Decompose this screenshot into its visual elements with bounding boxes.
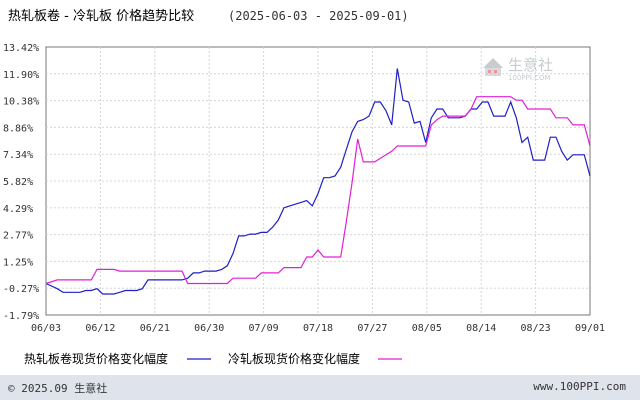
x-tick-label: 07/18 [303,323,333,334]
x-tick-label: 06/03 [31,323,61,334]
watermark-text: 生意社 [508,56,553,74]
chart-date-range: (2025-06-03 - 2025-09-01) [228,9,409,23]
y-axis: 13.42% 11.90% 10.38% 8.86% 7.34% 5.82% 4.29% 2.… [3,43,39,322]
watermark-logo: 生意社 100PPI.COM [483,56,553,82]
y-tick-label: -0.27% [3,284,39,295]
y-tick-label: 10.38% [3,97,39,108]
footer-bar: © 2025.09 生意社 www.100PPI.com [0,375,640,400]
x-tick-label: 08/23 [521,323,551,334]
x-tick-label: 06/21 [140,323,170,334]
x-tick-label: 07/27 [357,323,387,334]
x-tick-label: 08/05 [412,323,442,334]
watermark-url: 100PPI.COM [508,74,551,82]
x-tick-label: 08/14 [466,323,496,334]
series-lines [45,68,591,295]
y-tick-label: 1.25% [3,257,33,268]
price-trend-chart: 热轧板卷 - 冷轧板 价格趋势比较 (2025-06-03 - 2025-09-… [3,8,605,366]
x-tick-label: 07/09 [249,323,279,334]
y-tick-label: 7.34% [3,150,33,161]
series-line-1 [45,68,591,295]
y-tick-label: 5.82% [3,177,33,188]
series-line-2 [45,96,591,285]
chart-title: 热轧板卷 - 冷轧板 价格趋势比较 [8,8,194,24]
y-tick-label: -1.79% [3,311,39,322]
legend: 热轧板卷现货价格变化幅度 冷轧板现货价格变化幅度 [24,351,402,366]
y-tick-label: 4.29% [3,204,33,215]
x-tick-label: 06/12 [85,323,115,334]
x-tick-label: 09/01 [575,323,605,334]
footer-website-link[interactable]: www.100PPI.com [533,380,626,393]
x-tick-label: 06/30 [194,323,224,334]
grid-lines [46,47,590,315]
y-tick-label: 13.42% [3,43,39,54]
legend-label-1: 热轧板卷现货价格变化幅度 [24,351,168,366]
y-tick-label: 8.86% [3,123,33,134]
x-axis: 06/03 06/12 06/21 06/30 07/09 07/18 07/27 08/05… [31,323,605,334]
footer-copyright: © 2025.09 生意社 [8,382,108,395]
y-tick-label: 2.77% [3,231,33,242]
y-tick-label: 11.90% [3,70,39,81]
logo-icon [483,58,503,76]
legend-label-2: 冷轧板现货价格变化幅度 [228,351,360,366]
